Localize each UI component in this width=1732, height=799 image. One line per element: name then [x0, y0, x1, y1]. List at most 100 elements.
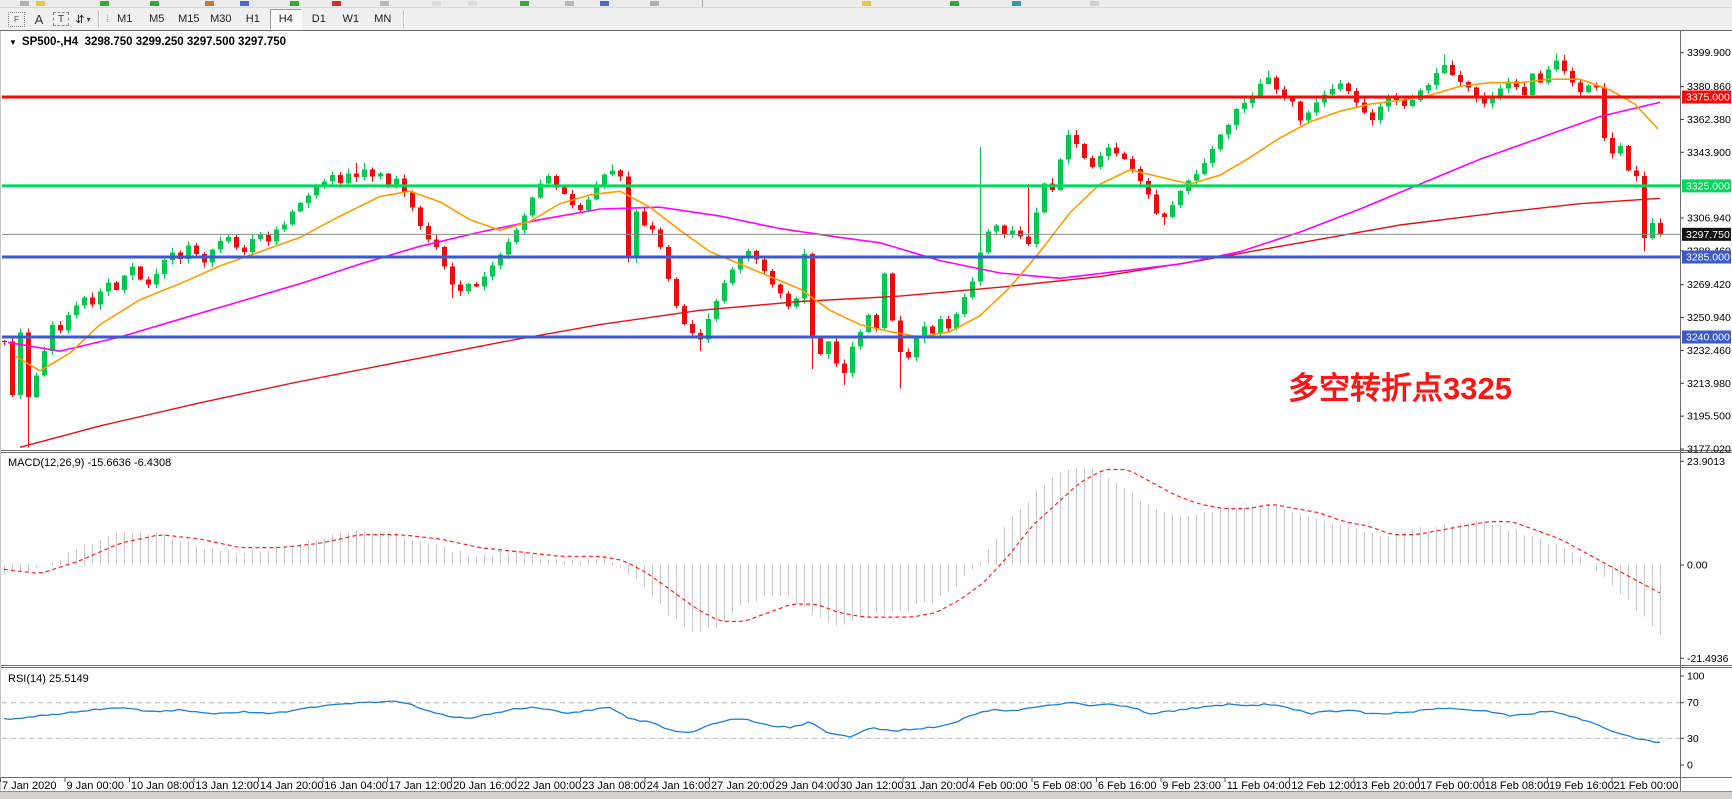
rsi-tick-label: 30: [1687, 733, 1699, 745]
toolbar-icon-sliver: [565, 1, 574, 6]
svg-text:3297.750: 3297.750: [1686, 229, 1730, 241]
time-tick-label: 17 Jan 12:00: [389, 780, 453, 792]
toolbar-icon-sliver: [1012, 1, 1021, 6]
rsi-axis[interactable]: 100 70 30 0: [1680, 671, 1705, 772]
timeframe-button-MN[interactable]: MN: [374, 13, 392, 25]
rsi-tick-label: 100: [1687, 671, 1705, 683]
time-tick-label: 31 Jan 20:00: [904, 780, 968, 792]
toolbar-icon-sliver: [150, 1, 159, 6]
time-axis[interactable]: 7 Jan 2020 9 Jan 00:00 10 Jan 08:00 13 Jan …: [0, 777, 1679, 793]
toolbar-icon-sliver: [600, 1, 609, 6]
clipped-toolbar-row: [0, 0, 1732, 8]
toolbar-icon-sliver: [380, 1, 389, 6]
panel-borders: [0, 30, 1732, 791]
svg-text:3285.000: 3285.000: [1686, 252, 1730, 264]
toolbar-icon-sliver: [240, 1, 249, 6]
macd-signal-line: [3, 468, 1661, 622]
time-tick-label: 9 Feb 23:00: [1162, 780, 1221, 792]
price-badge-3297.750: 3297.750: [1682, 227, 1731, 241]
time-tick-label: 6 Feb 16:00: [1098, 780, 1157, 792]
macd-histogram: [3, 468, 1662, 635]
main-price-panel[interactable]: 多空转折点3325: [2, 53, 1680, 448]
price-tick-label: 3269.420: [1687, 279, 1731, 291]
time-tick-label: 21 Feb 00:00: [1614, 780, 1679, 792]
price-tick-label: 3177.020: [1687, 444, 1731, 456]
rsi-tick-label: 70: [1687, 697, 1699, 709]
collapse-caret-icon[interactable]: ▼: [9, 38, 17, 47]
symbol-period-label: SP500-,H4: [21, 36, 79, 48]
macd-panel-label: MACD(12,26,9) -15.6636 -6.4308: [8, 457, 171, 469]
rsi-panel[interactable]: [2, 700, 1680, 743]
arrows-tool-icon[interactable]: ⇵ ▾: [75, 13, 91, 26]
macd-axis[interactable]: 23.9013 0.00 -21.4936: [1680, 456, 1729, 665]
price-tick-label: 3250.940: [1687, 312, 1731, 324]
timeframe-button-M1[interactable]: M1: [117, 13, 133, 25]
timeframe-button-M30[interactable]: M30: [210, 13, 232, 25]
price-badge-3240.000: 3240.000: [1682, 330, 1731, 344]
price-tick-label: 3343.900: [1687, 147, 1731, 159]
chevron-down-icon[interactable]: ▾: [86, 14, 91, 24]
price-axis[interactable]: 3399.900 3380.860 3362.380 3343.900 3306.940…: [1680, 47, 1731, 456]
timeframe-button-H1[interactable]: H1: [245, 13, 260, 25]
price-badge-3375.000: 3375.000: [1682, 90, 1731, 104]
time-tick-label: 22 Jan 00:00: [518, 780, 582, 792]
ma-mid-line: [7, 101, 1661, 353]
timeframe-button-M15[interactable]: M15: [178, 13, 200, 25]
rsi-line: [3, 700, 1661, 743]
time-tick-label: 29 Jan 04:00: [776, 780, 840, 792]
time-tick-label: 30 Jan 12:00: [840, 780, 904, 792]
macd-tick-label: 23.9013: [1687, 456, 1725, 468]
macd-tick-label: -21.4936: [1687, 653, 1729, 665]
toolbar-icon-sliver: [205, 1, 214, 6]
time-tick-label: 16 Jan 04:00: [324, 780, 388, 792]
bottom-scroll-strip[interactable]: [0, 791, 1732, 799]
toolbar-icon-sliver: [468, 1, 477, 6]
time-tick-label: 12 Feb 12:00: [1291, 780, 1356, 792]
time-tick-label: 17 Feb 00:00: [1420, 780, 1485, 792]
price-tick-label: 3195.500: [1687, 411, 1731, 423]
price-tick-label: 3306.940: [1687, 212, 1731, 224]
timeframe-button-M5[interactable]: M5: [149, 13, 165, 25]
toolbar-icon-sliver: [950, 1, 959, 6]
toolbar-separator: [98, 10, 100, 28]
toolbar-icon-sliver: [290, 1, 299, 6]
price-tick-label: 3380.860: [1687, 81, 1731, 93]
ma-slow-line: [19, 197, 1661, 448]
time-tick-label: 11 Feb 04:00: [1227, 780, 1291, 792]
toolbar-icon-sliver: [862, 1, 871, 6]
time-tick-label: 18 Feb 08:00: [1485, 780, 1550, 792]
toolbar-icon-sliver: [332, 1, 341, 6]
text-label-tool-icon[interactable]: T: [53, 12, 69, 26]
rsi-tick-label: 0: [1687, 760, 1693, 772]
timeframe-group: M1 M5 M15 M30 H1 H4 D1 W1 MN: [109, 8, 399, 30]
text-tool-icon[interactable]: A: [34, 11, 44, 27]
price-tick-label: 3399.900: [1687, 47, 1731, 59]
ma-fast-line: [15, 78, 1659, 372]
time-tick-label: 10 Jan 08:00: [131, 780, 195, 792]
toolbar-icon-sliver: [650, 1, 659, 6]
time-tick-label: 13 Jan 12:00: [195, 780, 259, 792]
time-tick-label: 4 Feb 00:00: [969, 780, 1028, 792]
price-badge-3325.000: 3325.000: [1682, 179, 1731, 193]
time-tick-label: 14 Jan 20:00: [260, 780, 324, 792]
toolbar-icon-sliver: [36, 1, 45, 6]
price-tick-label: 3213.980: [1687, 378, 1731, 390]
ohlc-quotes-label: 3298.750 3299.250 3297.500 3297.750: [84, 36, 287, 48]
svg-text:3240.000: 3240.000: [1686, 332, 1730, 344]
toolbar-icon-sliver: [432, 1, 441, 6]
timeframe-button-W1[interactable]: W1: [342, 13, 360, 25]
time-tick-label: 19 Feb 16:00: [1549, 780, 1614, 792]
macd-panel[interactable]: [3, 468, 1662, 635]
svg-text:3325.000: 3325.000: [1686, 180, 1730, 192]
time-tick-label: 9 Jan 00:00: [66, 780, 124, 792]
rsi-panel-label: RSI(14) 25.5149: [8, 673, 89, 685]
time-tick-label: 24 Jan 16:00: [647, 780, 711, 792]
timeframe-button-D1[interactable]: D1: [311, 13, 326, 25]
time-tick-label: 7 Jan 2020: [2, 780, 56, 792]
macd-tick-label: 0.00: [1687, 560, 1708, 572]
timeframe-button-H4[interactable]: H4: [269, 8, 302, 30]
chart-symbol-title[interactable]: ▼ SP500-,H4 3298.750 3299.250 3297.500 32…: [9, 36, 286, 48]
cursor-tool-icon[interactable]: F: [8, 11, 25, 27]
